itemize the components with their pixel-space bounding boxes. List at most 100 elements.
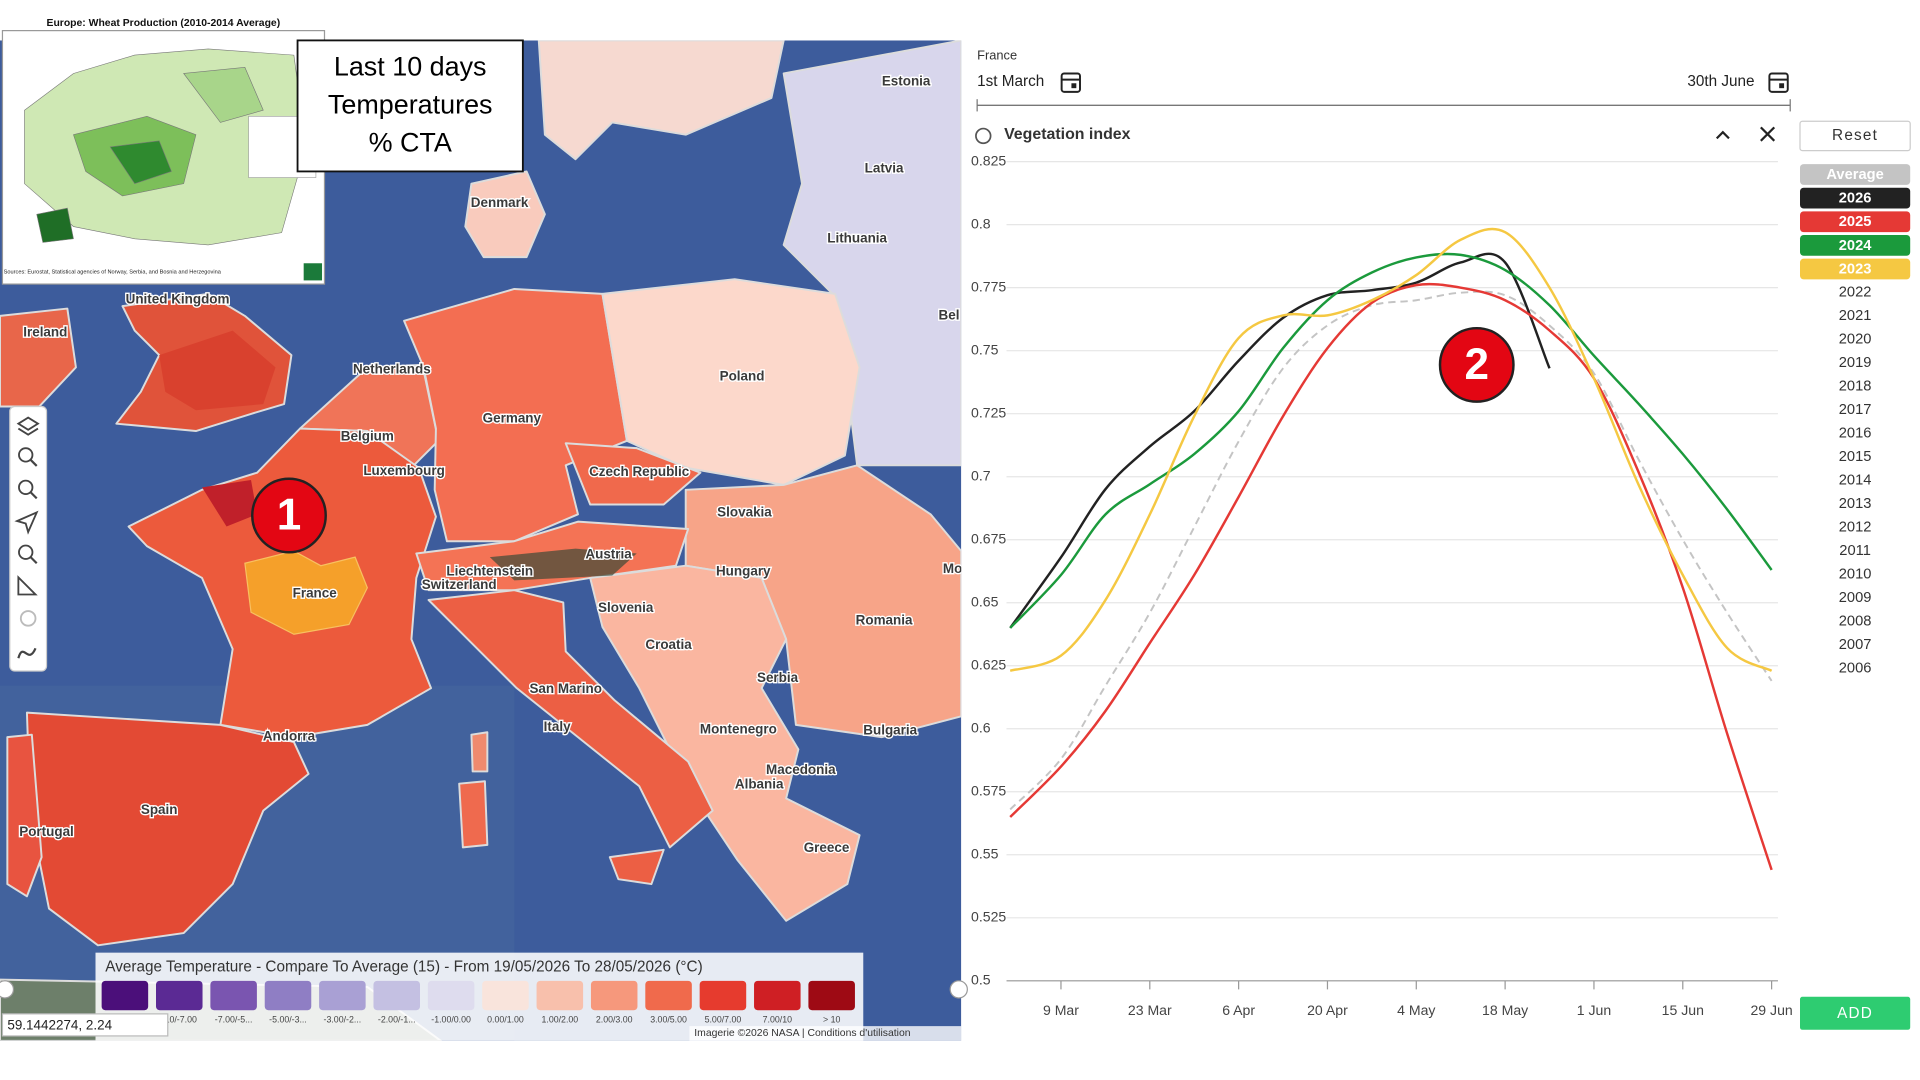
series-line: [1009, 252, 1551, 629]
map-label: Austria: [585, 546, 632, 561]
year-option[interactable]: 2016: [1839, 426, 1872, 442]
legend-label: 2025: [1839, 214, 1872, 230]
legend-label: -2.00/-1...: [378, 1014, 416, 1024]
tool-gps[interactable]: [19, 610, 37, 627]
legend-item[interactable]: 2023: [1800, 258, 1911, 280]
icon: [14, 510, 39, 535]
add-button[interactable]: ADD: [1800, 996, 1911, 1030]
year-option[interactable]: 2010: [1839, 567, 1872, 583]
legend-label: > 10: [823, 1014, 840, 1024]
legend-label: 2024: [1839, 238, 1873, 254]
year-option[interactable]: 2020: [1839, 332, 1872, 348]
x-tick-label: 9 Mar: [1043, 1002, 1079, 1018]
legend-swatch: [427, 980, 475, 1011]
chart-panel: France 1st March 30th June Vegetation index…: [971, 48, 1911, 1030]
map-label: Germany: [483, 410, 542, 425]
inset-region: [183, 67, 264, 123]
toolbar-bg: [9, 405, 48, 672]
y-tick-label: 0.675: [971, 530, 1006, 546]
map-label: Portugal: [19, 824, 74, 839]
map-label: San Marino: [529, 681, 602, 696]
year-option[interactable]: 2006: [1839, 661, 1872, 677]
map-label: France: [293, 585, 338, 600]
legend-item[interactable]: 2024: [1800, 234, 1911, 256]
year-option[interactable]: 2022: [1839, 285, 1872, 301]
start-date: 1st March: [977, 73, 1044, 90]
legend-label: 7.00/10: [763, 1014, 792, 1024]
map-label: Spain: [141, 802, 178, 817]
collapse-button[interactable]: [1715, 130, 1730, 140]
year-option[interactable]: 2018: [1839, 379, 1872, 395]
series-line: [1009, 282, 1773, 871]
year-option[interactable]: 2012: [1839, 520, 1872, 536]
map[interactable]: United Kingdom Ireland Netherlands Belgium L…: [0, 18, 968, 1041]
year-option[interactable]: 2017: [1839, 402, 1872, 418]
end-date: 30th June: [1687, 73, 1754, 90]
legend-label: 3.00/5.00: [650, 1014, 687, 1024]
year-option[interactable]: 2021: [1839, 308, 1872, 324]
calendar-button[interactable]: [1060, 72, 1081, 93]
land-czech: [564, 442, 702, 506]
year-option[interactable]: 2009: [1839, 590, 1872, 606]
button-bg: [1799, 120, 1911, 152]
legend-swatch: [590, 980, 638, 1011]
tool-zoom-in[interactable]: [18, 447, 38, 467]
year-option[interactable]: 2007: [1839, 637, 1872, 653]
legend-swatch: [1800, 234, 1911, 256]
legend-swatch: [101, 980, 149, 1011]
legend-swatch: [156, 980, 203, 1011]
legend-swatch: [699, 980, 747, 1011]
close-button[interactable]: [1760, 126, 1776, 142]
map-label: Switzerland: [422, 577, 497, 592]
tool-layers[interactable]: [16, 416, 40, 436]
x-tick-label: 20 Apr: [1307, 1002, 1348, 1018]
reset-button[interactable]: Reset: [1799, 120, 1911, 152]
land-sicily: [608, 848, 665, 886]
series-line: [1009, 227, 1773, 672]
year-option[interactable]: 2019: [1839, 355, 1872, 371]
map-label: Mo: [943, 561, 962, 576]
legend-label: -3.00/-2...: [324, 1014, 362, 1024]
legend-item[interactable]: 2026: [1800, 187, 1911, 209]
calendar-icon: [1071, 83, 1077, 89]
tool-locate[interactable]: [14, 510, 39, 535]
year-option[interactable]: 2008: [1839, 614, 1872, 630]
scroll-arrow[interactable]: [949, 980, 968, 999]
year-option[interactable]: 2013: [1839, 496, 1872, 512]
legend-swatch: [1800, 258, 1911, 280]
map-label: United Kingdom: [126, 292, 230, 307]
legend-item[interactable]: Average: [1800, 164, 1911, 185]
year-option[interactable]: 2011: [1839, 543, 1871, 559]
map-label: Estonia: [882, 74, 931, 89]
legend-swatch: [1800, 164, 1911, 185]
map-label: Albania: [735, 776, 784, 791]
icon: [18, 479, 34, 496]
legend-swatch: [482, 980, 529, 1011]
y-tick-label: 0.55: [971, 846, 999, 862]
map-label: Greece: [804, 840, 850, 855]
tool-measure[interactable]: [17, 575, 38, 596]
x-tick-label: 4 May: [1397, 1002, 1436, 1018]
legend-label: 5.00/7.00: [705, 1014, 742, 1024]
tool-zoom-out[interactable]: [18, 479, 38, 500]
inset-logo: [303, 263, 323, 281]
land-denmark: [464, 170, 546, 259]
icon: [17, 647, 37, 659]
series-line: [1009, 252, 1773, 629]
legend-item[interactable]: 2025: [1800, 211, 1911, 233]
legend-label: -10/-7.00: [162, 1014, 197, 1024]
year-option[interactable]: 2015: [1839, 449, 1872, 465]
tool-draw[interactable]: [17, 647, 37, 659]
plot: 0.5 0.525 0.55 0.575 0.6 0.625 0.65 0.675 0.7 0.7…: [971, 152, 1793, 1018]
scroll-arrow[interactable]: [0, 980, 15, 999]
tool-search[interactable]: [18, 544, 38, 565]
year-option[interactable]: 2014: [1839, 473, 1872, 489]
map-label: Czech Republic: [589, 464, 690, 479]
icon: [18, 544, 34, 560]
icon: [17, 575, 38, 596]
legend-label: 2026: [1839, 191, 1872, 207]
chart-title: Vegetation index: [1004, 126, 1131, 143]
calendar-button[interactable]: [1768, 72, 1789, 93]
legend-label: Average: [1826, 167, 1883, 183]
